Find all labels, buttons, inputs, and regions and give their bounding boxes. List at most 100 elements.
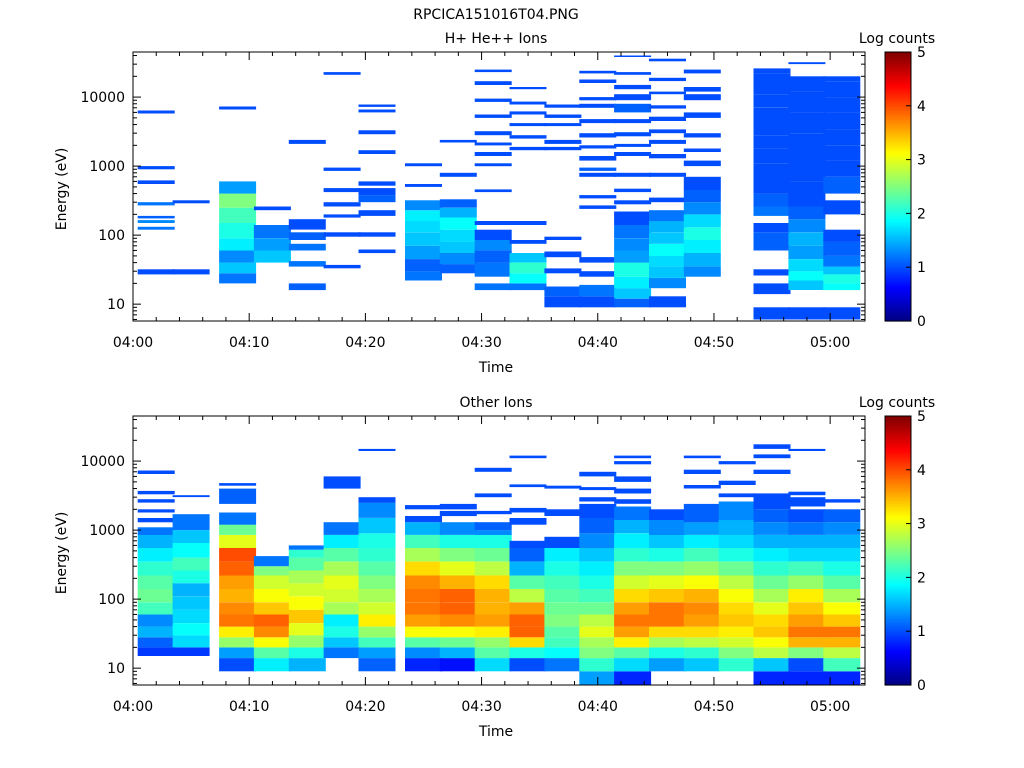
heatmap-cell xyxy=(753,522,791,535)
colorbar-strip xyxy=(885,581,911,585)
colorbar-strip xyxy=(885,305,911,309)
heatmap-cell xyxy=(718,637,756,648)
heatmap-cell xyxy=(253,626,291,638)
heatmap-cell xyxy=(509,240,547,244)
heatmap-cell xyxy=(683,637,721,648)
heatmap-cell xyxy=(649,589,686,603)
colorbar-strip xyxy=(885,667,911,670)
heatmap-cell xyxy=(405,516,442,523)
heatmap-cell xyxy=(788,271,826,281)
heatmap-cell xyxy=(405,614,442,627)
y-axis-label: Energy (eV) xyxy=(54,512,70,595)
colorbar-strip xyxy=(885,628,911,632)
colorbar-strip xyxy=(885,588,911,592)
heatmap-cell xyxy=(614,647,652,659)
heatmap-cell xyxy=(788,156,826,182)
heatmap-cell xyxy=(439,207,477,218)
heatmap-cell xyxy=(323,602,361,615)
colorbar-tick-label: 0 xyxy=(917,314,926,330)
heatmap-cell xyxy=(358,614,396,627)
heatmap-cell xyxy=(137,575,175,589)
heatmap-cell xyxy=(439,575,477,589)
heatmap-cell xyxy=(753,637,791,648)
heatmap-cell xyxy=(544,114,582,118)
colorbar-strip xyxy=(885,119,911,123)
colorbar-tick-label: 3 xyxy=(917,517,926,533)
heatmap-cell xyxy=(253,602,291,615)
heatmap-cell xyxy=(544,139,582,144)
colorbar-strip xyxy=(885,649,911,652)
heatmap-cell xyxy=(649,232,686,244)
plot-axes: 10 100 1000 10000 04:00 04:10 04:20 04:30 04:40 0… xyxy=(80,415,866,715)
colorbar-strip xyxy=(885,52,911,55)
heatmap-cell xyxy=(474,510,512,515)
heatmap-cell xyxy=(788,245,826,259)
heatmap-cell xyxy=(439,264,477,274)
heatmap-cell xyxy=(323,188,361,193)
colorbar-strip xyxy=(885,664,911,668)
heatmap-cell xyxy=(544,626,582,638)
heatmap-cell xyxy=(509,614,547,627)
heatmap-cell xyxy=(219,488,257,504)
heatmap-cell xyxy=(288,557,326,571)
heatmap-cell xyxy=(358,502,396,518)
colorbar-strip xyxy=(885,575,911,578)
heatmap-cell xyxy=(614,238,652,251)
colorbar-strip xyxy=(885,449,911,453)
colorbar-strip xyxy=(885,217,911,221)
heatmap-cell xyxy=(579,195,617,199)
colorbar-strip xyxy=(885,103,911,107)
heatmap-cell xyxy=(358,518,396,534)
heatmap-cell xyxy=(788,62,826,65)
heatmap-cell xyxy=(288,570,326,584)
heatmap-cell xyxy=(649,575,686,589)
heatmap-cell xyxy=(683,214,721,228)
heatmap-cell xyxy=(288,609,326,623)
heatmap-cell xyxy=(579,172,617,177)
heatmap-cell xyxy=(683,469,721,474)
heatmap-cell xyxy=(823,229,861,242)
heatmap-cell xyxy=(358,647,396,659)
heatmap-cell xyxy=(358,637,396,648)
x-tick-label: 04:10 xyxy=(229,335,269,351)
colorbar-strip xyxy=(885,134,911,138)
heatmap-cell xyxy=(137,226,175,230)
colorbar-strip xyxy=(885,492,911,496)
heatmap-cell xyxy=(358,561,396,576)
heatmap-cell xyxy=(823,76,861,82)
heatmap-cell xyxy=(509,626,547,638)
heatmap-cell xyxy=(509,561,547,576)
colorbar-strip xyxy=(885,622,911,626)
heatmap-cell xyxy=(474,69,512,73)
panel-other-ions: Other Ions Log counts Time Energy (eV) 1… xyxy=(54,395,935,740)
heatmap-cell xyxy=(544,561,582,576)
colorbar-strip xyxy=(885,566,911,570)
y-tick-label: 10 xyxy=(107,297,125,313)
colorbar-strip xyxy=(885,226,911,230)
heatmap-cell xyxy=(253,658,291,672)
heatmap-cell xyxy=(683,148,721,152)
heatmap-cell xyxy=(614,499,652,504)
heatmap-cell xyxy=(288,623,326,636)
x-tick-label: 04:20 xyxy=(345,335,385,351)
colorbar-strip xyxy=(885,604,911,608)
heatmap-cell xyxy=(614,658,652,672)
heatmap-cell xyxy=(137,561,175,576)
heatmap-cell xyxy=(614,84,652,90)
heatmap-cell xyxy=(474,81,512,85)
colorbar-strip xyxy=(885,420,911,424)
colorbar-strip xyxy=(885,258,911,262)
colorbar-strip xyxy=(885,262,911,266)
colorbar-strip xyxy=(885,498,911,502)
colorbar-strip xyxy=(885,438,911,442)
heatmap-cell xyxy=(439,229,477,242)
heatmap-cell xyxy=(137,626,175,638)
heatmap-cell xyxy=(219,273,257,284)
heatmap-cell xyxy=(219,602,257,615)
heatmap-cell xyxy=(579,533,617,549)
heatmap-cell xyxy=(405,589,442,603)
heatmap-cell xyxy=(788,181,826,207)
heatmap-cell xyxy=(683,112,721,118)
colorbar-strip xyxy=(885,427,911,431)
colorbar-strip xyxy=(885,563,911,567)
